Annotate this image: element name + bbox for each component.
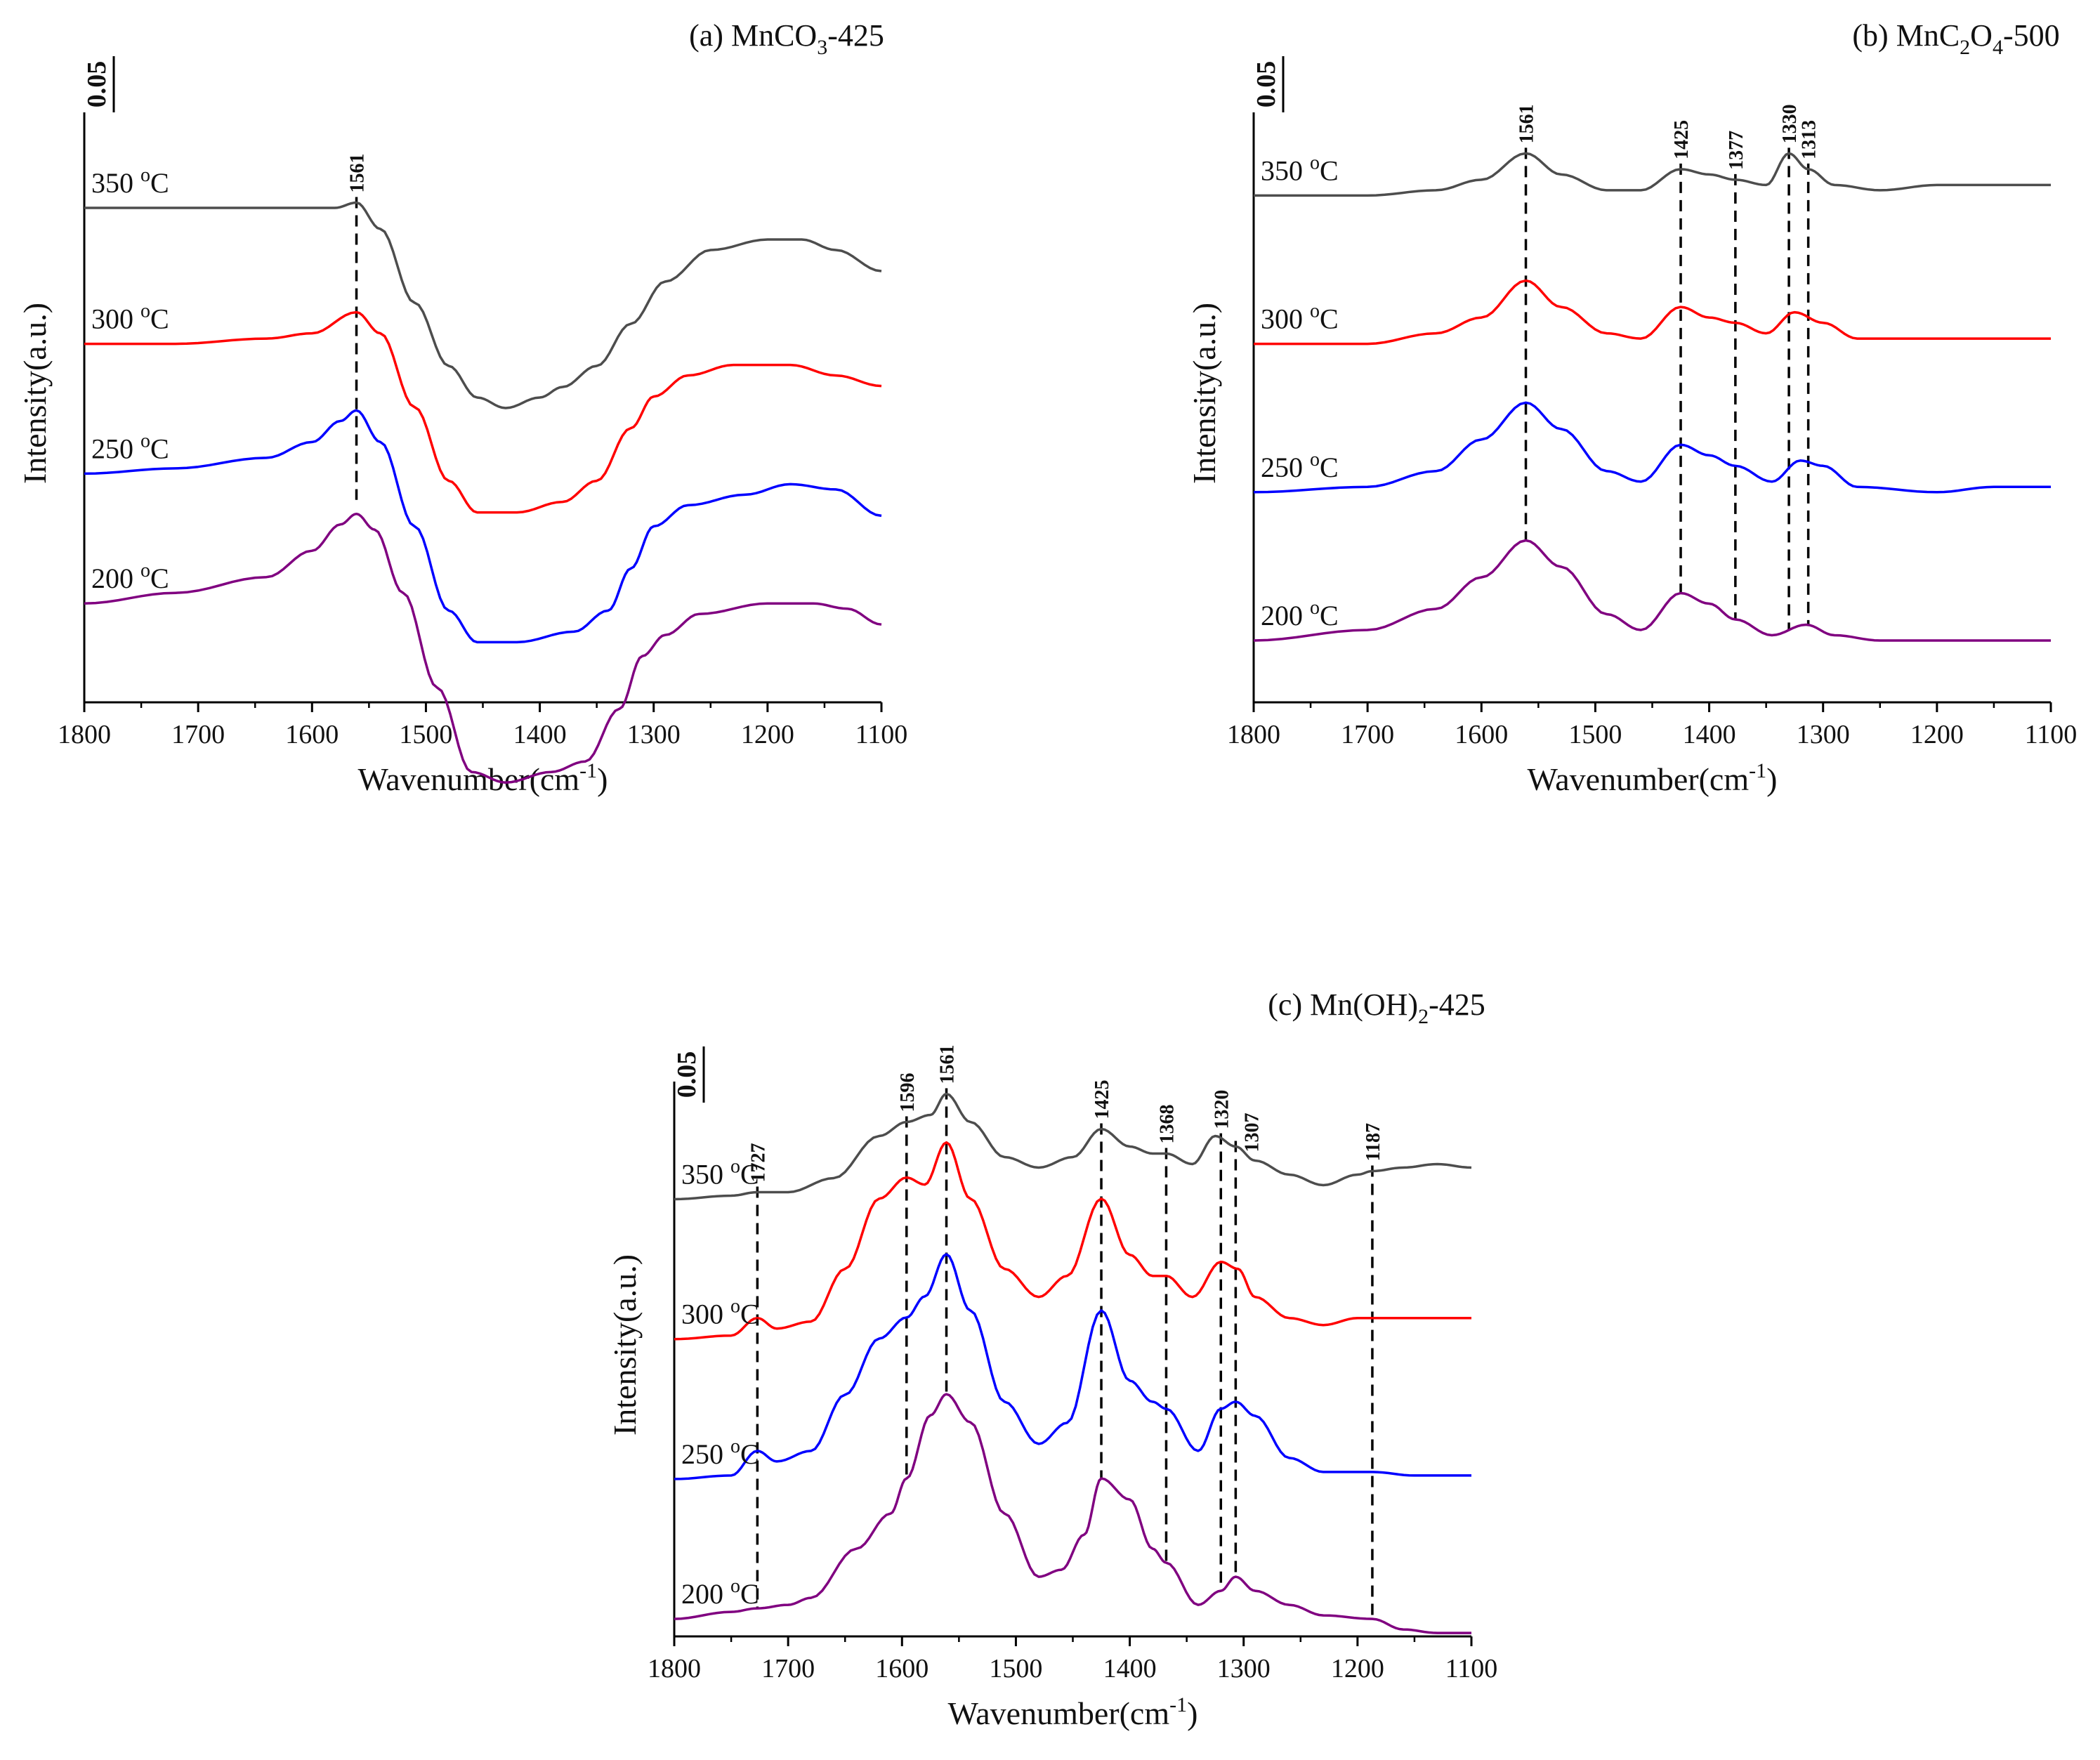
x-tick-label: 1800 xyxy=(58,720,111,749)
chart-c: 1800 1700 1600 1500 1400 1300 1200 1100 Wavenumb… xyxy=(607,987,1497,1731)
x-tick-label: 1600 xyxy=(285,720,339,749)
y-axis-label: Intensity(a.u.) xyxy=(1186,303,1222,484)
x-tick-label: 1300 xyxy=(627,720,681,749)
peak-label: 1377 xyxy=(1726,131,1747,170)
series-label: 300 oC xyxy=(681,1296,759,1330)
x-tick-label: 1700 xyxy=(1341,720,1394,749)
series-label: 250 oC xyxy=(91,430,169,464)
series-line-350 xyxy=(674,1092,1472,1201)
x-tick-label: 1200 xyxy=(1910,720,1964,749)
series-label: 300 oC xyxy=(91,301,169,335)
scale-bar-label: 0.05 xyxy=(672,1051,702,1098)
x-tick-label: 1200 xyxy=(741,720,794,749)
peak-label: 1561 xyxy=(1516,104,1538,143)
series-line-200 xyxy=(674,1393,1471,1634)
series-line-250 xyxy=(1253,401,2051,494)
scale-bar-label: 0.05 xyxy=(82,61,112,108)
x-tick-label: 1500 xyxy=(989,1654,1042,1683)
peak-label: 1313 xyxy=(1799,120,1820,159)
chart-b: 1800 1700 1600 1500 1400 1300 1200 1100 Wavenumb… xyxy=(1186,18,2077,797)
peak-label: 1425 xyxy=(1671,120,1693,159)
series-label: 350 oC xyxy=(1261,152,1339,186)
x-axis-label: Wavenumber(cm-1) xyxy=(948,1693,1198,1731)
y-axis-label: Intensity(a.u.) xyxy=(607,1254,643,1436)
series-line-300 xyxy=(674,1141,1471,1341)
x-tick-label: 1100 xyxy=(1445,1654,1498,1683)
y-axis-label: Intensity(a.u.) xyxy=(17,303,53,484)
peak-label: 1187 xyxy=(1363,1123,1384,1161)
series-label: 300 oC xyxy=(1261,301,1339,335)
x-tick-label: 1700 xyxy=(171,720,225,749)
x-axis-label: Wavenumber(cm-1) xyxy=(358,759,608,797)
peak-label: 1561 xyxy=(937,1045,959,1084)
x-tick-label: 1500 xyxy=(399,720,452,749)
peak-label: 1596 xyxy=(897,1073,919,1112)
series-line-200 xyxy=(84,512,882,784)
chart-title: (c) Mn(OH)2-425 xyxy=(1268,987,1485,1028)
series-line-350 xyxy=(1254,152,2051,197)
series-line-200 xyxy=(1253,539,2051,642)
x-tick-label: 1400 xyxy=(1683,720,1736,749)
x-tick-label: 1800 xyxy=(648,1654,701,1683)
chart-title: (b) MnC2O4-500 xyxy=(1852,18,2059,59)
peak-label: 1330 xyxy=(1779,104,1801,143)
series-label: 200 oC xyxy=(1261,597,1339,631)
x-tick-label: 1800 xyxy=(1227,720,1280,749)
series-label: 250 oC xyxy=(1261,449,1339,483)
series-line-250 xyxy=(674,1253,1471,1480)
x-tick-label: 1100 xyxy=(2025,720,2078,749)
series-label: 200 oC xyxy=(91,560,169,594)
peak-label: 1425 xyxy=(1091,1080,1113,1119)
x-tick-label: 1700 xyxy=(761,1654,815,1683)
peak-label: 1561 xyxy=(347,154,369,193)
chart-a: 1800 1700 1600 1500 1400 1300 1200 1100 Wavenumb… xyxy=(17,18,907,797)
x-tick-label: 1500 xyxy=(1568,720,1622,749)
peak-label: 1368 xyxy=(1156,1105,1178,1144)
x-tick-label: 1400 xyxy=(1103,1654,1157,1683)
x-tick-label: 1100 xyxy=(855,720,908,749)
series-line-300 xyxy=(84,310,882,514)
series-line-300 xyxy=(1254,279,2051,346)
series-line-250 xyxy=(84,409,882,644)
series-line-350 xyxy=(84,201,882,409)
x-tick-label: 1600 xyxy=(1455,720,1508,749)
scale-bar-label: 0.05 xyxy=(1252,61,1281,108)
x-tick-label: 1600 xyxy=(875,1654,928,1683)
x-tick-label: 1300 xyxy=(1217,1654,1271,1683)
peak-label: 1727 xyxy=(747,1143,769,1183)
x-tick-label: 1200 xyxy=(1331,1654,1384,1683)
series-label: 250 oC xyxy=(681,1436,759,1470)
series-label: 350 oC xyxy=(91,164,169,199)
chart-title: (a) MnCO3-425 xyxy=(689,18,884,59)
peak-label: 1307 xyxy=(1241,1113,1263,1152)
series-label: 350 oC xyxy=(681,1156,759,1190)
series-label: 200 oC xyxy=(681,1575,759,1610)
x-tick-label: 1300 xyxy=(1797,720,1850,749)
x-tick-label: 1400 xyxy=(513,720,567,749)
peak-label: 1320 xyxy=(1211,1090,1233,1129)
x-axis-label: Wavenumber(cm-1) xyxy=(1528,759,1778,797)
